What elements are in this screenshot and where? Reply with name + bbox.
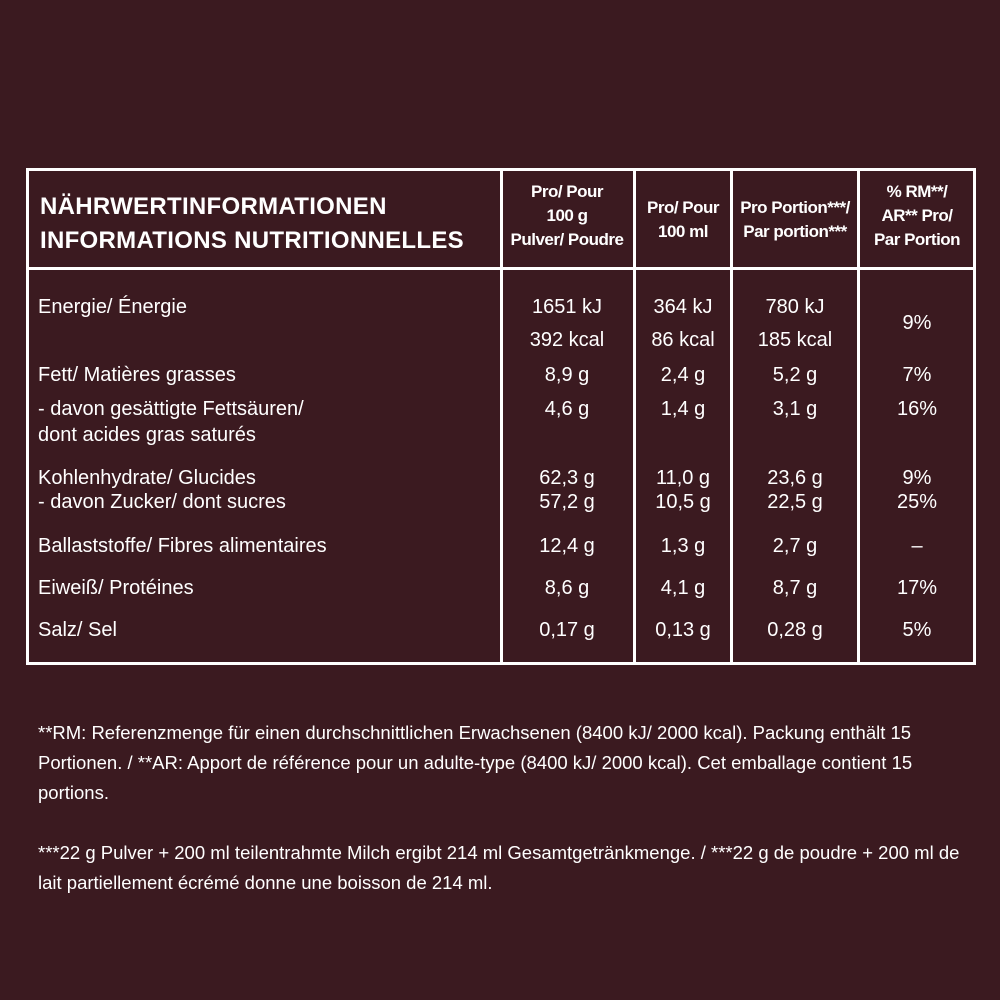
row-value-kcal: 392 kcal <box>529 329 605 351</box>
row-value-kcal: 185 kcal <box>757 329 833 351</box>
row-value: 4,1 g <box>660 577 706 599</box>
column-divider <box>857 168 860 665</box>
column-divider <box>730 168 733 665</box>
column-divider <box>633 168 636 665</box>
row-value: 57,2 g <box>539 491 595 513</box>
row-value: 2,7 g <box>772 535 818 557</box>
row-value: 22,5 g <box>767 491 823 513</box>
footnote-ri: **RM: Referenzmenge für einen durchschni… <box>38 722 913 803</box>
row-ri-percent: 7% <box>902 364 932 386</box>
row-label: - davon Zucker/ dont sucres <box>38 491 286 513</box>
header-line: AR** Pro/ <box>881 206 953 225</box>
row-label: Eiweiß/ Protéines <box>38 577 194 599</box>
row-ri-percent: 5% <box>902 619 932 641</box>
row-value: 1,4 g <box>660 398 706 420</box>
row-label: Ballaststoffe/ Fibres alimentaires <box>38 535 327 557</box>
header-line: Par Portion <box>873 230 961 249</box>
column-header-per-100ml: Pro/ Pour 100 ml <box>646 196 720 244</box>
header-line: 100 g <box>546 206 588 225</box>
row-value: 780 kJ <box>765 296 825 318</box>
row-value: 5,2 g <box>772 364 818 386</box>
row-label: Kohlenhydrate/ Glucides <box>38 467 256 489</box>
row-value: 364 kJ <box>653 296 713 318</box>
footnote-portion: ***22 g Pulver + 200 ml teilentrahmte Mi… <box>38 842 960 893</box>
header-line: 100 ml <box>658 222 708 241</box>
row-value: 4,6 g <box>544 398 590 420</box>
header-line: Pro/ Pour <box>530 182 604 201</box>
header-line: Pro/ Pour <box>646 198 720 217</box>
row-ri-percent: 25% <box>896 491 938 513</box>
table-title-de: NÄHRWERTINFORMATIONEN <box>40 193 387 220</box>
row-ri-percent: – <box>911 535 923 557</box>
row-value: 10,5 g <box>655 491 711 513</box>
column-divider <box>500 168 503 665</box>
column-header-per-portion: Pro Portion***/ Par portion*** <box>740 196 850 244</box>
row-value: 1,3 g <box>660 535 706 557</box>
row-ri-percent: 16% <box>896 398 938 420</box>
row-value: 0,28 g <box>767 619 823 641</box>
row-value: 23,6 g <box>767 467 823 489</box>
header-line: Par portion*** <box>743 222 847 241</box>
row-ri-percent: 9% <box>902 467 932 489</box>
header-line: Pulver/ Poudre <box>510 230 624 249</box>
row-label: dont acides gras saturés <box>38 424 256 446</box>
row-value: 62,3 g <box>539 467 595 489</box>
row-value: 11,0 g <box>655 467 711 489</box>
row-value: 8,9 g <box>544 364 590 386</box>
row-value: 8,7 g <box>772 577 818 599</box>
row-value: 0,13 g <box>655 619 711 641</box>
row-value-kcal: 86 kcal <box>651 329 715 351</box>
row-value: 12,4 g <box>539 535 595 557</box>
row-label: Fett/ Matières grasses <box>38 364 236 386</box>
row-ri-percent: 17% <box>896 577 938 599</box>
header-line: Pro Portion***/ <box>740 198 850 217</box>
footnotes: **RM: Referenzmenge für einen durchschni… <box>38 688 978 928</box>
table-title-fr: INFORMATIONS NUTRITIONNELLES <box>40 227 464 254</box>
row-label: - davon gesättigte Fettsäuren/ <box>38 398 304 420</box>
row-ri-percent: 9% <box>902 312 932 334</box>
column-header-per-100g: Pro/ Pour 100 g Pulver/ Poudre <box>511 180 624 252</box>
header-line: % RM**/ <box>886 182 948 201</box>
column-header-ri: % RM**/ AR** Pro/ Par Portion <box>873 180 961 252</box>
row-label: Salz/ Sel <box>38 619 117 641</box>
row-label: Energie/ Énergie <box>38 296 187 318</box>
row-value: 3,1 g <box>772 398 818 420</box>
row-value: 2,4 g <box>660 364 706 386</box>
row-value: 0,17 g <box>539 619 595 641</box>
row-value: 1651 kJ <box>531 296 603 318</box>
row-value: 8,6 g <box>544 577 590 599</box>
